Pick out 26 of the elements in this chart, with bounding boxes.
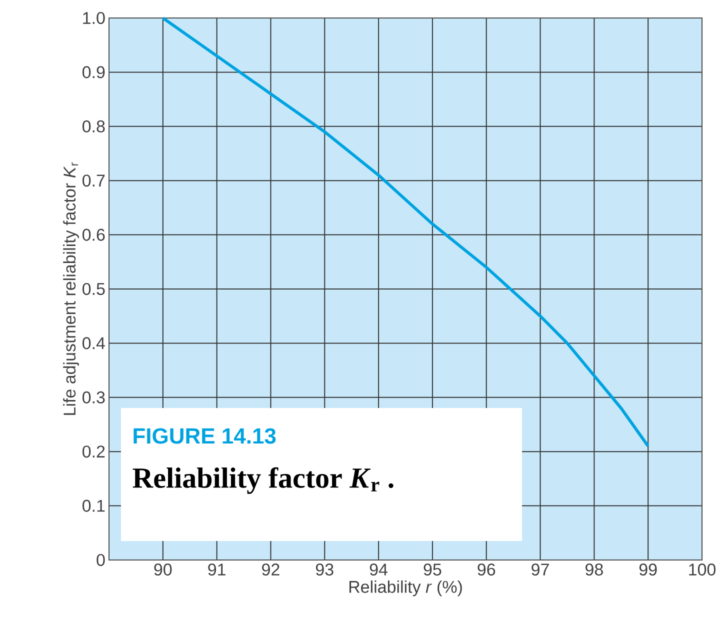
x-tick-label: 98 (586, 564, 603, 576)
x-tick-label: 90 (154, 564, 172, 576)
x-tick-label: 93 (316, 564, 334, 576)
y-tick-label: 0.1 (82, 500, 105, 512)
y-tick-label: 1.0 (83, 12, 105, 24)
x-tick-label: 99 (639, 564, 657, 576)
y-axis-title: Life adjustment reliability factor K$_{r}$ (63, 162, 79, 415)
x-tick-label: 95 (424, 564, 442, 576)
annotation: FIGURE 14.13 (134, 428, 276, 444)
x-tick-label: 96 (478, 564, 496, 576)
y-tick-label: 0.5 (82, 282, 105, 296)
x-tick-label: 92 (262, 564, 280, 576)
y-tick-label: 0.4 (82, 337, 105, 350)
x-tick-label: 94 (370, 564, 388, 576)
y-tick-label: 0.2 (82, 446, 105, 458)
x-axis-title: Reliability r (%) (349, 580, 462, 596)
x-tick-label: 91 (208, 564, 226, 576)
y-tick-label: 0.6 (82, 228, 105, 241)
y-tick-label: 0.7 (82, 174, 105, 187)
text: Reliability factor K$_{r}$ . (132, 467, 394, 494)
y-tick-label: 0.3 (82, 391, 105, 404)
x-tick-label: 100 (689, 564, 716, 576)
y-tick-label: 0.8 (82, 120, 105, 132)
x-tick-label: 97 (532, 564, 549, 576)
y-tick-label: 0 (96, 554, 105, 566)
y-tick-label: 0.9 (82, 66, 105, 78)
